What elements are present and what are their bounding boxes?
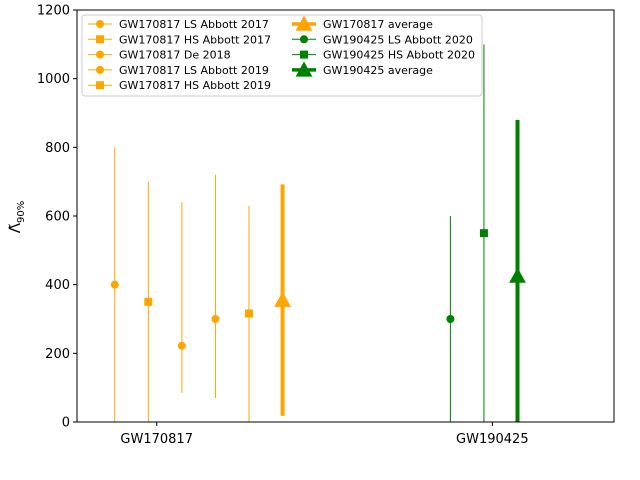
legend-label-7: GW190425 HS Abbott 2020 xyxy=(323,49,475,62)
legend-entry-5: GW170817 average xyxy=(292,15,433,31)
data-point-8 xyxy=(509,267,526,283)
legend-label-6: GW190425 LS Abbott 2020 xyxy=(323,33,473,46)
legend-marker-4 xyxy=(96,81,104,90)
y-axis-label-main: Λ̃ xyxy=(6,222,24,233)
legend: GW170817 LS Abbott 2017 GW170817 HS Abbot… xyxy=(81,14,483,97)
data-point-7 xyxy=(479,229,488,238)
legend-label-1: GW170817 HS Abbott 2017 xyxy=(119,33,271,46)
x-tick-label-0: GW170817 xyxy=(120,432,193,447)
data-point-6 xyxy=(446,315,455,323)
y-tick-label-2: 400 xyxy=(45,278,70,293)
legend-box xyxy=(81,14,483,97)
legend-marker-3 xyxy=(96,65,104,74)
legend-marker-8 xyxy=(295,61,313,77)
legend-marker-1 xyxy=(96,35,104,44)
legend-entry-0: GW170817 LS Abbott 2017 xyxy=(88,18,269,31)
legend-label-3: GW170817 LS Abbott 2019 xyxy=(119,64,269,77)
legend-marker-5 xyxy=(295,15,313,31)
y-tick-label-6: 1200 xyxy=(37,4,70,19)
y-tick-label-5: 1000 xyxy=(37,72,70,87)
data-point-2 xyxy=(177,341,186,350)
legend-entry-3: GW170817 LS Abbott 2019 xyxy=(88,64,269,77)
y-tick-label-4: 800 xyxy=(45,141,70,156)
data-point-1 xyxy=(144,297,153,306)
data-point-5 xyxy=(274,291,291,307)
y-tick-label-3: 600 xyxy=(45,210,70,225)
legend-label-0: GW170817 LS Abbott 2017 xyxy=(119,18,269,31)
data-point-3 xyxy=(211,315,220,323)
legend-marker-6 xyxy=(300,35,308,44)
legend-entry-6: GW190425 LS Abbott 2020 xyxy=(292,33,473,46)
legend-marker-2 xyxy=(96,50,104,59)
legend-entry-2: GW170817 De 2018 xyxy=(88,49,231,62)
legend-label-4: GW170817 HS Abbott 2019 xyxy=(119,79,271,92)
legend-marker-0 xyxy=(96,20,104,28)
legend-marker-7 xyxy=(300,50,308,59)
legend-label-2: GW170817 De 2018 xyxy=(119,49,231,62)
legend-label-5: GW170817 average xyxy=(323,18,433,31)
y-tick-label-1: 200 xyxy=(45,347,70,362)
legend-entry-1: GW170817 HS Abbott 2017 xyxy=(88,33,271,46)
y-axis-label: Λ̃90% xyxy=(6,201,27,234)
legend-entry-8: GW190425 average xyxy=(292,61,433,77)
data-point-0 xyxy=(110,280,119,289)
x-tick-label-1: GW190425 xyxy=(456,432,529,447)
legend-entry-7: GW190425 HS Abbott 2020 xyxy=(292,49,475,62)
y-tick-label-0: 0 xyxy=(62,416,70,431)
y-axis-label-subscript: 90% xyxy=(16,201,27,223)
data-point-4 xyxy=(245,309,254,318)
axes: 0 200 400 600 800 1000 1200 GW170817 GW190425 xyxy=(37,4,615,447)
legend-entry-4: GW170817 HS Abbott 2019 xyxy=(88,79,271,92)
legend-label-8: GW190425 average xyxy=(323,64,433,77)
plot-area xyxy=(110,44,526,422)
